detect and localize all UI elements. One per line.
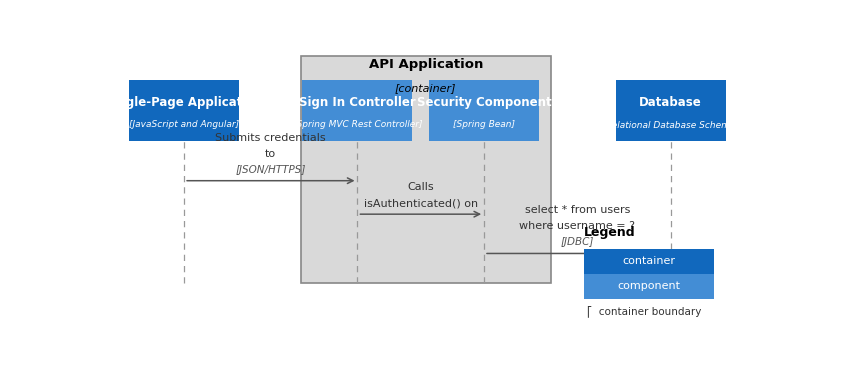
Text: ⎡  container boundary: ⎡ container boundary xyxy=(587,305,702,317)
Bar xyxy=(616,80,726,141)
Bar xyxy=(584,274,714,299)
Text: Submits credentials: Submits credentials xyxy=(216,133,326,143)
Text: [Relational Database Schema]: [Relational Database Schema] xyxy=(602,120,739,129)
Text: API Application: API Application xyxy=(369,59,483,71)
Text: [Spring MVC Rest Controller]: [Spring MVC Rest Controller] xyxy=(292,120,422,129)
Text: [Spring Bean]: [Spring Bean] xyxy=(453,120,515,129)
Text: [JSON/HTTPS]: [JSON/HTTPS] xyxy=(236,165,306,175)
Bar xyxy=(429,80,539,141)
Text: [JDBC]: [JDBC] xyxy=(561,237,594,248)
Text: [JavaScript and Angular]: [JavaScript and Angular] xyxy=(129,120,239,129)
Text: component: component xyxy=(617,281,680,291)
Text: [container]: [container] xyxy=(395,83,457,93)
Bar xyxy=(129,80,239,141)
Text: container: container xyxy=(623,256,676,266)
Text: Calls: Calls xyxy=(408,182,434,192)
Text: select * from users: select * from users xyxy=(525,206,630,215)
Text: Database: Database xyxy=(639,96,702,109)
Text: isAuthenticated() on: isAuthenticated() on xyxy=(364,198,478,208)
Text: Sign In Controller: Sign In Controller xyxy=(299,96,416,109)
Bar xyxy=(301,56,550,283)
Text: Single-Page Application: Single-Page Application xyxy=(105,96,263,109)
Text: where username = ?: where username = ? xyxy=(519,222,636,231)
Bar xyxy=(584,249,714,274)
Text: Security Component: Security Component xyxy=(417,96,551,109)
Text: to: to xyxy=(265,149,276,159)
Text: Legend: Legend xyxy=(584,226,636,239)
Bar xyxy=(303,80,413,141)
